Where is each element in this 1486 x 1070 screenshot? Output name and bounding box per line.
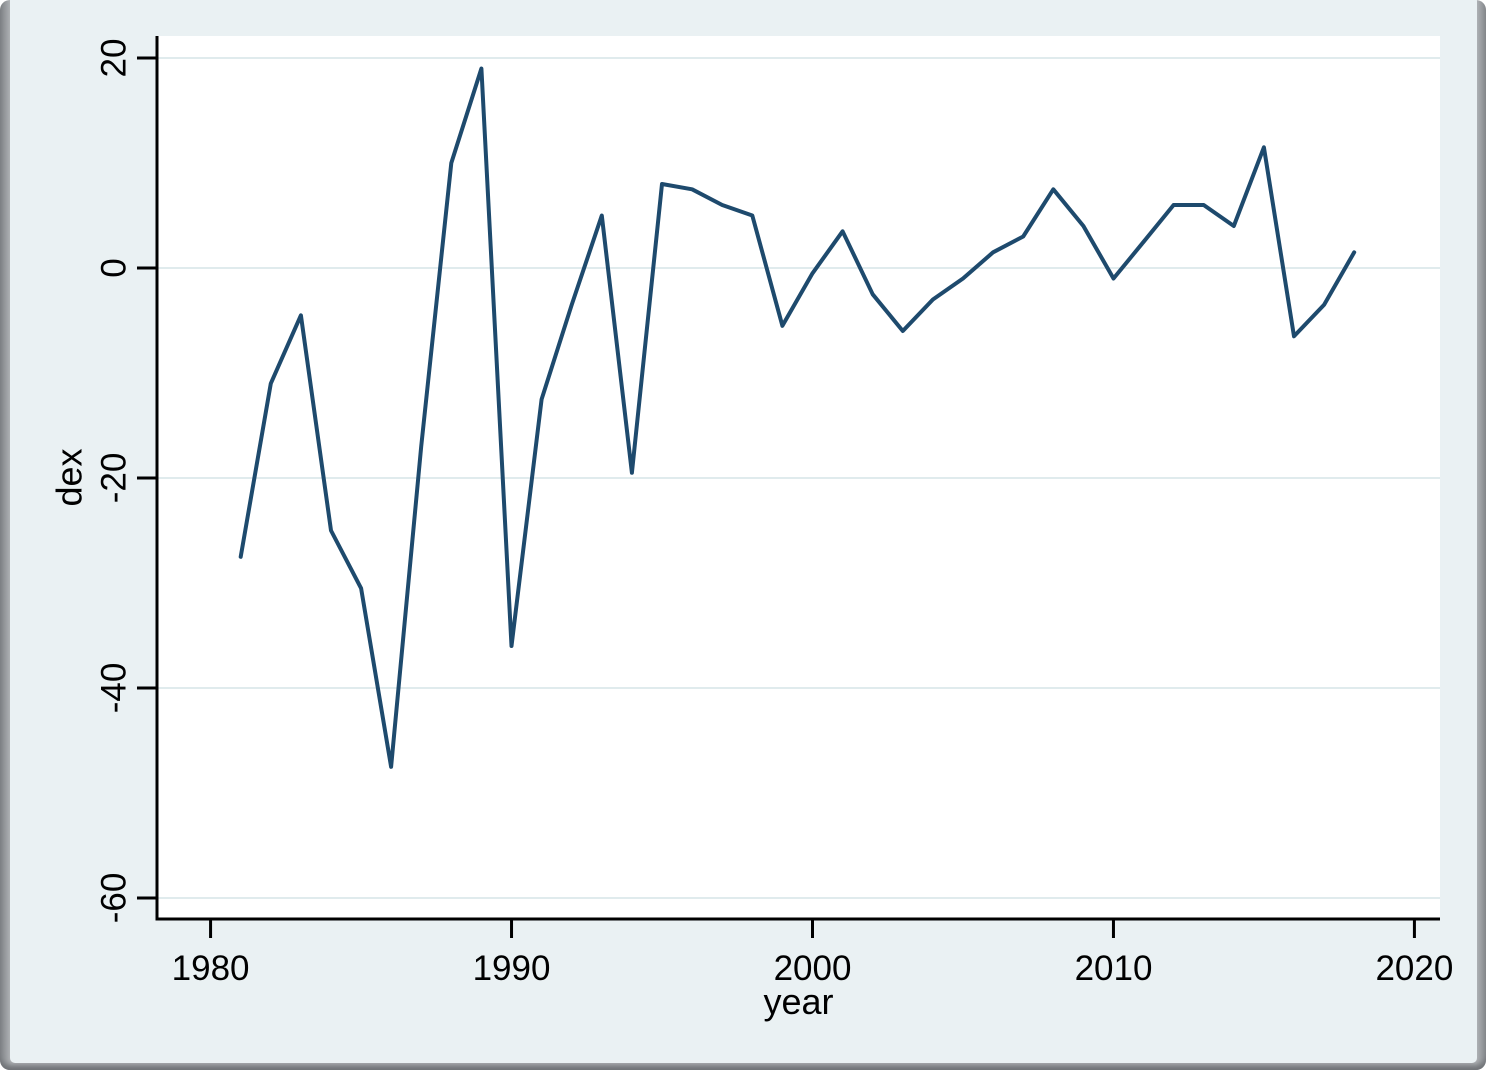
x-tick-label: 1980 [172, 949, 250, 988]
x-tick-label: 1990 [473, 949, 551, 988]
y-tick-label: -40 [94, 663, 133, 714]
y-axis-title: dex [49, 448, 90, 506]
series-line [238, 66, 1357, 769]
x-tick-label: 2020 [1375, 949, 1453, 988]
y-tick-label: -20 [94, 453, 133, 504]
y-tick-label: -60 [94, 873, 133, 924]
y-tick-label: 0 [94, 258, 133, 277]
x-axis-title: year [763, 981, 833, 1022]
line-chart: 20 0 -20 -40 -60 1980 1990 2000 2010 2020 dex year [49, 36, 1453, 1022]
y-tick-label: 20 [94, 39, 133, 78]
x-tick-label: 2010 [1075, 949, 1153, 988]
x-tick-label: 2000 [774, 949, 852, 988]
figure-background: 20 0 -20 -40 -60 1980 1990 2000 2010 2020 dex year [10, 0, 1477, 1063]
